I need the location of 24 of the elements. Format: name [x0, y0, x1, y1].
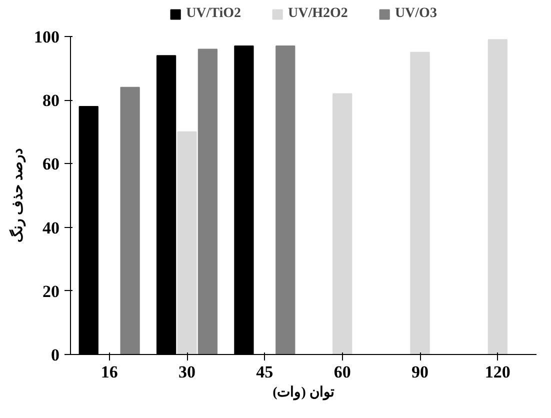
bar [488, 39, 508, 354]
x-tick-label: 16 [100, 362, 118, 382]
x-tick-label: 30 [178, 362, 196, 382]
y-tick-label: 0 [51, 346, 60, 364]
x-axis-title: توان (وات) [272, 386, 334, 400]
bar [410, 52, 430, 354]
bar [198, 48, 218, 354]
bar [276, 46, 296, 354]
y-tick-label: 40 [42, 218, 60, 238]
x-tick-label: 45 [256, 362, 274, 382]
x-tick-label: 120 [484, 362, 510, 382]
x-tick-label: 60 [334, 362, 351, 382]
legend-label: UV/O3 [394, 6, 437, 22]
y-axis-title: درصد حذف رنگ [9, 148, 26, 242]
y-tick-label: 60 [42, 154, 60, 174]
legend-label: UV/TiO2 [186, 6, 242, 22]
bar [332, 93, 352, 354]
y-tick-label: 100 [34, 28, 60, 46]
bar [177, 131, 197, 354]
y-tick-label: 80 [42, 91, 60, 110]
bar [120, 86, 140, 354]
y-tick-label: 20 [42, 282, 60, 301]
legend-label: UV/H2O2 [288, 6, 348, 22]
x-tick-label: 90 [412, 362, 428, 382]
